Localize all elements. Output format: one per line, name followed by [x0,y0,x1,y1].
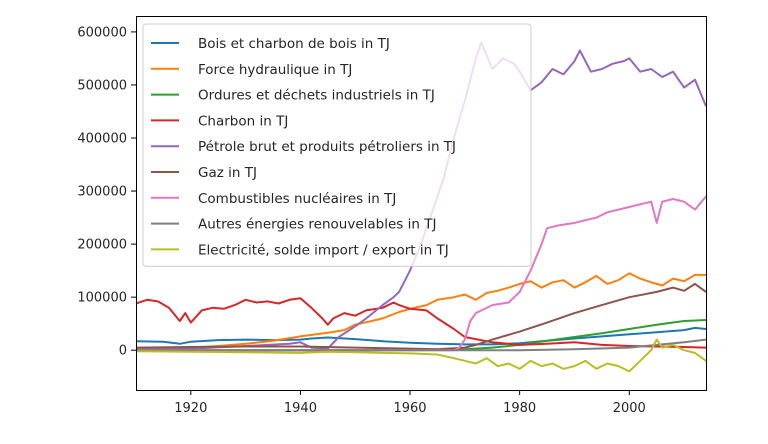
series-line-4 [136,297,706,349]
series-line-7 [136,195,706,352]
legend-label: Electricité, solde import / export in TJ [198,242,449,258]
y-tick-label: 400000 [77,132,127,147]
y-axis: 0 100000 200000 300000 400000 500000 600000 [77,25,136,359]
x-tick-label: 1980 [503,401,536,416]
x-tick-label: 1940 [284,401,317,416]
x-tick-label: 2000 [613,401,646,416]
y-tick-label: 200000 [77,238,127,253]
legend-entry: Autres énergies renouvelables in TJ [151,217,436,233]
y-tick-label: 600000 [77,25,127,40]
y-tick-label: 300000 [77,185,127,200]
legend-label: Force hydraulique in TJ [198,62,352,78]
legend-label: Bois et charbon de bois in TJ [198,36,390,52]
legend-label: Ordures et déchets industriels in TJ [198,88,435,104]
legend-label: Autres énergies renouvelables in TJ [198,217,436,233]
x-tick-label: 1960 [393,401,426,416]
legend-entry: Combustibles nucléaires in TJ [151,191,396,207]
x-tick-label: 1920 [174,401,207,416]
legend-entry: Pétrole brut et produits pétroliers in T… [151,139,456,155]
y-tick-label: 0 [119,344,127,359]
legend-entry: Force hydraulique in TJ [151,62,352,78]
series-line-1 [136,326,706,346]
x-axis: 1920 1940 1960 1980 2000 [174,390,646,416]
legend-label: Charbon in TJ [198,113,288,129]
y-tick-label: 100000 [77,291,127,306]
series-line-9 [136,338,706,373]
series-line-6 [136,282,706,351]
legend-entry: Ordures et déchets industriels in TJ [151,88,435,104]
legend-box [142,23,532,267]
y-tick-label: 500000 [77,78,127,93]
legend-entry: Charbon in TJ [151,113,288,129]
legend-entry: Electricité, solde import / export in TJ [151,242,449,258]
legend-label: Combustibles nucléaires in TJ [198,191,396,207]
plot-frame [136,16,707,391]
legend: Bois et charbon de bois in TJ Force hydra… [142,23,532,267]
legend-entry: Bois et charbon de bois in TJ [151,36,390,52]
legend-label: Pétrole brut et produits pétroliers in T… [198,139,456,155]
legend-entry: Gaz in TJ [151,165,257,181]
series-line-2 [136,272,706,351]
legend-label: Gaz in TJ [198,165,257,181]
series-line-8 [136,338,706,352]
